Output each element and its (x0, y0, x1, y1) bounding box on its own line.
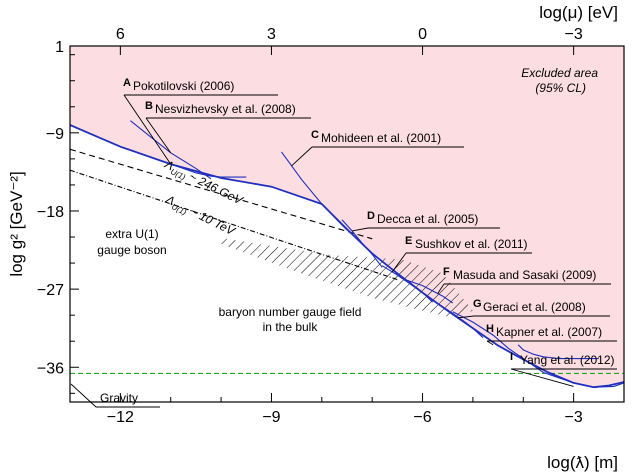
top-axis-title: log(μ) [eV] (539, 3, 618, 22)
excluded-area-label-line1: Excluded area (521, 66, 598, 80)
theory-line-1 (70, 148, 373, 240)
extra-u1-label-line1: extra U(1) (105, 227, 158, 241)
plot-layer (70, 46, 624, 389)
y-tick-label: −9 (46, 126, 64, 143)
hatched-region (221, 237, 473, 318)
label-d-letter: D (367, 210, 375, 222)
label-f-leader (437, 283, 445, 294)
label-h-text: Kapner et al. (2007) (496, 325, 602, 339)
label-c-letter: C (311, 129, 319, 141)
plot-frame (69, 45, 625, 403)
top-tick-label: −3 (565, 26, 583, 43)
curve-f (407, 279, 454, 304)
top-tick-label: 6 (116, 26, 125, 43)
label-h-letter: H (486, 323, 494, 335)
label-i-leader (510, 368, 574, 387)
label-f-letter: F (443, 266, 450, 278)
theory-line-2 (70, 169, 398, 281)
gravity-label: Gravity (100, 391, 138, 405)
y-axis-title: log g² [GeV⁻²] (7, 171, 26, 276)
label-c-leader (291, 146, 313, 167)
label-d-leader (351, 227, 369, 232)
label-g-leader (457, 315, 475, 319)
x-tick-label: −9 (262, 409, 280, 426)
label-b-letter: B (145, 100, 153, 112)
y-tick-label: −36 (37, 360, 64, 377)
extra-u1-label-line2: gauge boson (97, 243, 166, 257)
combined-bound-line (70, 124, 624, 389)
label-c-text: Mohideen et al. (2001) (321, 131, 441, 145)
axis-layer: −12 −9 −6 −3 1 −9 −18 −27 −36 6 3 0 −3 (37, 26, 625, 426)
label-d-text: Decca et al. (2005) (377, 212, 478, 226)
excluded-region (70, 46, 624, 388)
y-tick-label: −18 (37, 204, 64, 221)
label-a-text: Pokotilovski (2006) (133, 79, 234, 93)
label-f-text: Masuda and Sasaki (2009) (453, 268, 596, 282)
y-tick-label: −27 (37, 282, 64, 299)
label-e-text: Sushkov et al. (2011) (415, 237, 528, 251)
label-e-letter: E (405, 235, 412, 247)
excluded-area-label-line2: (95% CL) (535, 81, 586, 95)
curve-i (517, 344, 599, 360)
gravity-label-leader (70, 383, 97, 408)
top-tick-label: 0 (418, 26, 427, 43)
x-tick-label: −3 (565, 409, 583, 426)
y-tick-label: 1 (55, 39, 64, 56)
hatched-region-label-line2: in the bulk (263, 320, 319, 334)
label-b-text: Nesvizhevsky et al. (2008) (155, 102, 296, 116)
label-g-text: Geraci et al. (2008) (483, 300, 586, 314)
x-tick-label: −6 (413, 409, 431, 426)
label-i-letter: I (510, 351, 513, 363)
top-tick-label: 3 (267, 26, 276, 43)
label-h-leader (486, 340, 494, 346)
x-tick-label: −12 (107, 409, 134, 426)
label-b-leader (145, 117, 172, 154)
label-a-leader (123, 94, 172, 165)
label-e-leader (391, 252, 407, 273)
label-a-letter: A (123, 77, 131, 89)
label-g-letter: G (473, 298, 482, 310)
label-i-text: Yang et al. (2012) (520, 353, 615, 367)
hatched-region-label-line1: baryon number gauge field (219, 305, 362, 319)
x-axis-title: log(ƛ) [m] (547, 453, 618, 472)
